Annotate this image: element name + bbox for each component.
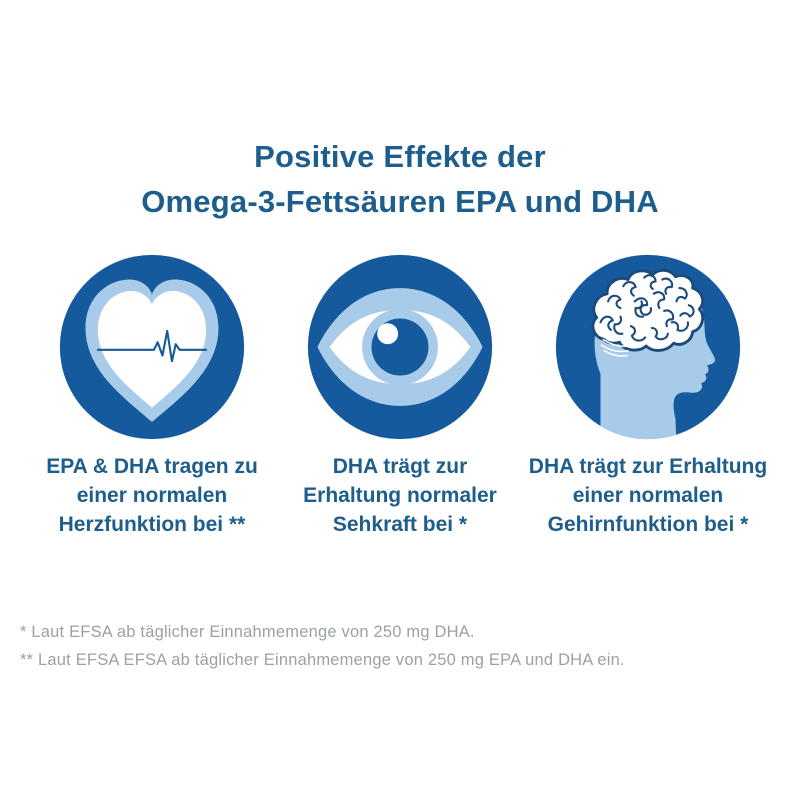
caption-line: EPA & DHA tragen zu	[46, 455, 258, 478]
footnote-epa-dha: ** Laut EFSA EFSA ab täglicher Einnahmem…	[20, 651, 625, 669]
page-title: Positive Effekte der Omega-3-Fettsäuren …	[0, 0, 800, 224]
benefit-brain: DHA trägt zur Erhaltung einer normalen G…	[524, 252, 772, 539]
benefit-heart: EPA & DHA tragen zu einer normalen Herzf…	[28, 252, 276, 539]
head-brain-icon	[553, 252, 743, 442]
heart-ekg-icon	[57, 252, 247, 442]
caption-line: einer normalen	[76, 484, 228, 507]
benefit-eye: DHA trägt zur Erhaltung normaler Sehkraf…	[276, 252, 524, 539]
title-line-1: Positive Effekte der	[254, 139, 546, 174]
caption-line: Erhaltung normaler	[303, 484, 497, 507]
benefits-row: EPA & DHA tragen zu einer normalen Herzf…	[0, 252, 800, 539]
benefit-caption-heart: EPA & DHA tragen zu einer normalen Herzf…	[46, 452, 258, 539]
caption-line: Herzfunktion bei **	[58, 513, 246, 536]
benefit-caption-eye: DHA trägt zur Erhaltung normaler Sehkraf…	[303, 452, 497, 539]
eye-icon	[305, 252, 495, 442]
benefit-caption-brain: DHA trägt zur Erhaltung einer normalen G…	[529, 452, 767, 539]
caption-line: DHA trägt zur	[332, 455, 468, 478]
caption-line: DHA trägt zur Erhaltung	[528, 455, 768, 478]
footnotes: * Laut EFSA ab täglicher Einnahmemenge v…	[20, 618, 780, 674]
caption-line: einer normalen	[572, 484, 724, 507]
caption-line: Gehirnfunktion bei *	[547, 513, 749, 536]
title-line-2: Omega-3-Fettsäuren EPA und DHA	[141, 184, 659, 219]
caption-line: Sehkraft bei *	[332, 513, 468, 536]
footnote-dha: * Laut EFSA ab täglicher Einnahmemenge v…	[20, 623, 475, 641]
